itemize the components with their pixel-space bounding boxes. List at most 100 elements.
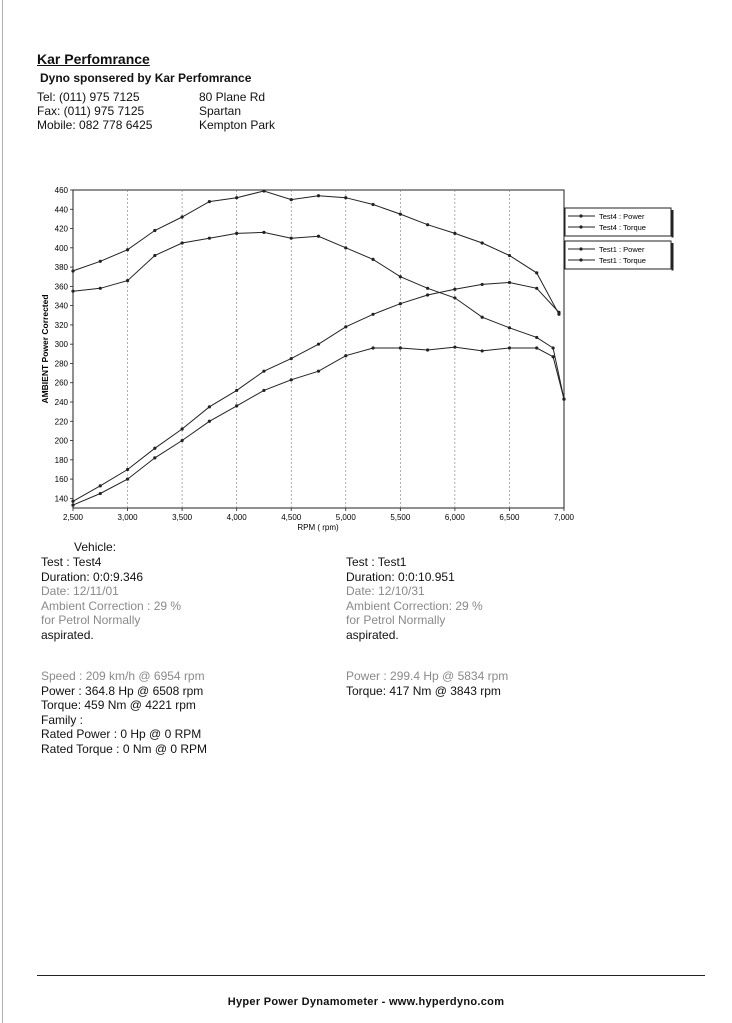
contact-fax: Fax: (011) 975 7125: [37, 104, 145, 118]
test1-date: Date: 12/10/31: [346, 584, 425, 599]
contact-left: Tel: (011) 975 7125 Fax: (011) 975 7125 …: [37, 90, 152, 132]
sponsor-subtitle: Dyno sponsered by Kar Perfomrance: [40, 71, 252, 85]
legend-label: Test4 : Power: [599, 212, 645, 221]
legend-marker: [579, 258, 583, 262]
series-line-4: [72, 231, 565, 400]
data-point: [453, 296, 457, 300]
contact-right: 80 Plane Rd Spartan Kempton Park: [199, 90, 275, 132]
data-point: [207, 199, 211, 204]
data-point: [507, 326, 512, 330]
y-tick-label: 300: [55, 340, 69, 349]
data-point: [551, 346, 555, 350]
y-tick-label: 340: [55, 302, 69, 311]
x-tick-label: 6,500: [499, 513, 520, 522]
footer-text: Hyper Power Dynamometer - www.hyperdyno.…: [227, 996, 505, 1008]
data-point: [426, 293, 430, 297]
data-point: [180, 438, 184, 443]
x-tick-labels: 2,500 3,000 3,500 4,000 4,500 5,000 5,500 6,000…: [63, 508, 575, 522]
legend-label: Test1 : Torque: [599, 256, 646, 265]
test4-torque: Torque: 459 Nm @ 4221 rpm: [41, 698, 196, 713]
legend-label: Test4 : Torque: [599, 223, 646, 232]
data-point: [125, 477, 130, 481]
y-tick-label: 460: [55, 186, 69, 195]
data-point: [398, 212, 402, 216]
test4-family: Family :: [41, 712, 83, 727]
legend: Test4 : Power Test4 : Torque Test1 : Power…: [564, 207, 674, 271]
data-point: [125, 467, 130, 472]
test1-results: Power : 299.4 Hp @ 5834 rpm Torque: 417 …: [346, 669, 508, 698]
test4-petrol: for Petrol Normally: [41, 613, 141, 628]
x-tick-label: 4,000: [227, 513, 248, 522]
data-point: [98, 484, 102, 488]
legend-box: [564, 240, 672, 270]
data-point: [453, 231, 457, 235]
data-point: [398, 346, 402, 350]
data-point: [398, 275, 402, 279]
scan-margin-line: [2, 0, 3, 1023]
address-city: Kempton Park: [199, 118, 276, 132]
data-point: [316, 234, 321, 238]
data-point: [316, 194, 321, 198]
x-tick-label: 3,500: [172, 513, 193, 522]
y-tick-label: 440: [55, 205, 69, 214]
data-point: [207, 419, 211, 423]
y-tick-label: 380: [55, 263, 69, 272]
data-point: [180, 241, 184, 245]
x-tick-label: 5,000: [336, 513, 357, 522]
dyno-chart: 140 160 180 200 220 240 260 280 300 320 340 360 380 4…: [40, 186, 674, 532]
data-point: [289, 378, 293, 382]
data-point: [344, 325, 348, 329]
test1-petrol: for Petrol Normally: [346, 613, 446, 628]
x-tick-label: 5,500: [390, 513, 411, 522]
data-point: [507, 280, 512, 285]
x-tick-label: 6,000: [445, 513, 466, 522]
data-point: [480, 282, 484, 287]
x-tick-label: 7,000: [554, 513, 575, 522]
contact-tel: Tel: (011) 975 7125: [37, 90, 140, 104]
vehicle-label: Vehicle:: [74, 540, 117, 554]
test1-ambient: Ambient Correction: 29 %: [346, 598, 483, 613]
data-point: [153, 446, 157, 450]
y-tick-label: 200: [55, 437, 69, 446]
y-tick-labels: 140 160 180 200 220 240 260 280 300 320 340 360 380 4…: [55, 186, 73, 503]
data-point: [480, 315, 484, 319]
test4-rated-torque: Rated Torque : 0 Nm @ 0 RPM: [41, 741, 208, 756]
data-point: [289, 236, 293, 240]
test4-power: Power : 364.8 Hp @ 6508 rpm: [41, 683, 204, 698]
grid-lines: [127, 190, 510, 508]
data-point: [371, 202, 375, 207]
data-point: [371, 346, 375, 350]
data-point: [153, 456, 157, 460]
data-point: [316, 342, 321, 346]
y-tick-label: 260: [55, 379, 69, 388]
series-line-3: [72, 346, 565, 506]
test1-name: Test : Test1: [346, 555, 407, 569]
data-point: [426, 223, 430, 227]
data-point: [480, 349, 484, 353]
y-tick-label: 400: [55, 244, 69, 253]
contact-mobile: Mobile: 082 778 6425: [37, 118, 153, 132]
test4-results: Speed : 209 km/h @ 6954 rpm Power : 364.…: [41, 669, 207, 757]
data-point: [98, 286, 102, 290]
data-point: [453, 345, 457, 349]
data-point: [180, 427, 184, 431]
x-tick-label: 4,500: [281, 513, 302, 522]
series-line-2: [72, 190, 560, 315]
series-line-1: [72, 281, 560, 502]
data-point: [125, 278, 130, 283]
y-tick-label: 160: [55, 475, 69, 484]
y-tick-label: 220: [55, 417, 69, 426]
data-point: [344, 354, 348, 358]
data-point: [398, 302, 402, 306]
legend-marker: [579, 225, 583, 229]
data-point: [557, 312, 561, 316]
data-point: [125, 248, 130, 252]
test4-aspirated: aspirated.: [41, 627, 94, 642]
data-point: [180, 215, 184, 219]
data-point: [535, 346, 539, 350]
test1-torque: Torque: 417 Nm @ 3843 rpm: [346, 683, 501, 698]
test1-duration: Duration: 0:0:10.951: [346, 569, 455, 584]
data-point: [235, 231, 239, 235]
data-point: [262, 230, 266, 234]
x-tick-label: 3,000: [118, 513, 139, 522]
